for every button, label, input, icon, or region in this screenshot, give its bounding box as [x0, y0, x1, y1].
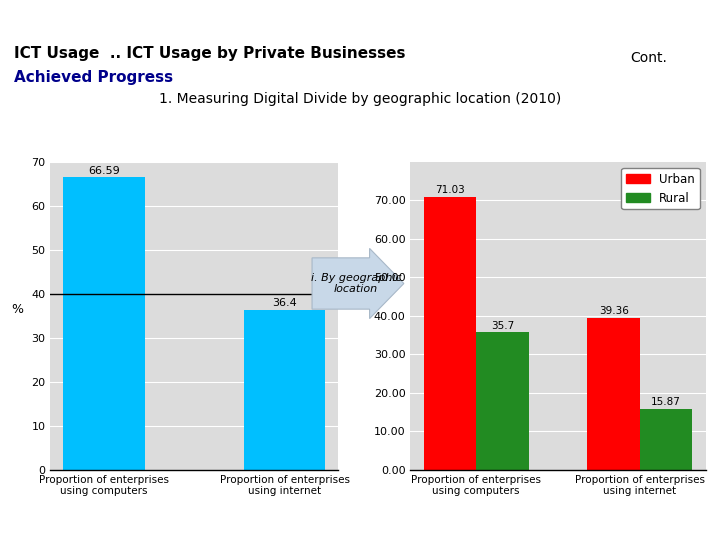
Bar: [63, 177, 145, 470]
Text: 1. Measuring Digital Divide by geographic location (2010): 1. Measuring Digital Divide by geographi…: [159, 92, 561, 106]
Legend: Urban, Rural: Urban, Rural: [621, 168, 700, 209]
Text: i. By geographic
location: i. By geographic location: [311, 273, 402, 294]
Text: 39.36: 39.36: [599, 306, 629, 316]
Text: 66.59: 66.59: [89, 166, 120, 176]
Bar: [424, 197, 476, 470]
Text: Achieved Progress: Achieved Progress: [14, 70, 174, 85]
Text: 36.4: 36.4: [272, 299, 297, 308]
Text: 71.03: 71.03: [435, 185, 465, 194]
Bar: [588, 319, 640, 470]
FancyArrow shape: [312, 248, 404, 319]
Bar: [476, 333, 528, 470]
Text: 15.87: 15.87: [651, 397, 681, 407]
Text: Cont.: Cont.: [630, 51, 667, 65]
Bar: [244, 310, 325, 470]
Bar: [640, 409, 692, 470]
Text: 35.7: 35.7: [491, 321, 514, 330]
Text: ICT Usage  .. ICT Usage by Private Businesses: ICT Usage .. ICT Usage by Private Busine…: [14, 46, 406, 61]
Y-axis label: %: %: [12, 303, 24, 316]
